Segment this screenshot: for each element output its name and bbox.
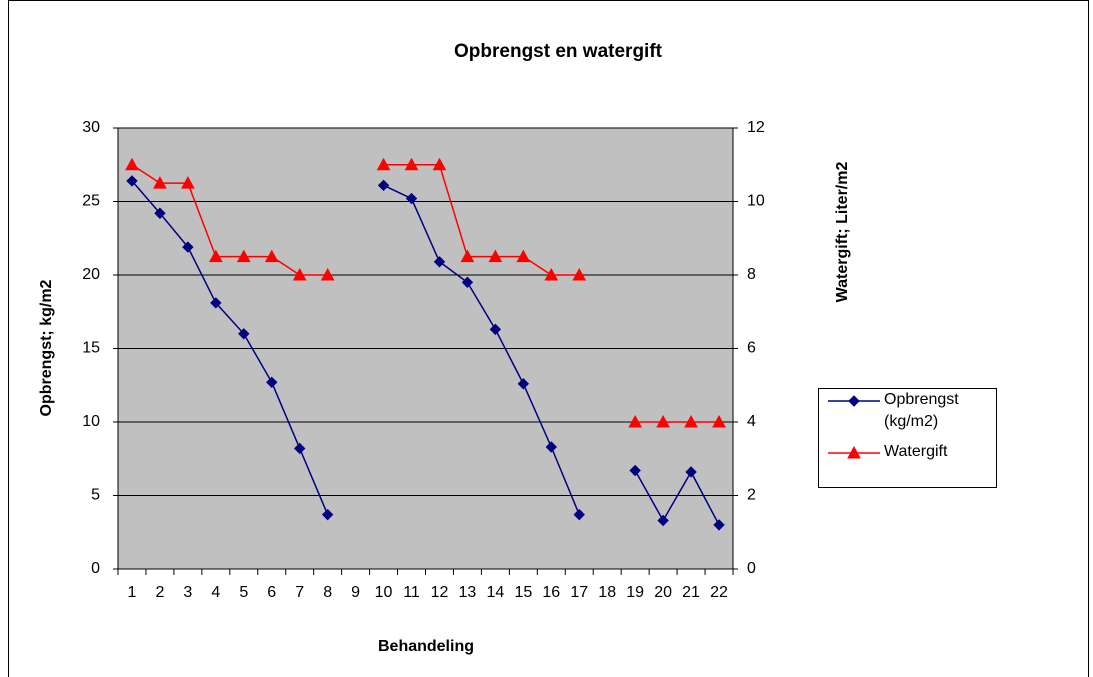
data-point (712, 414, 726, 428)
y2-tick-label: 4 (747, 413, 756, 430)
data-point (210, 297, 222, 309)
data-point (321, 508, 334, 521)
data-point (461, 276, 474, 289)
data-point (489, 323, 502, 336)
x-tick-label: 18 (598, 584, 616, 601)
y2-tick-label: 12 (747, 119, 765, 136)
x-tick-label: 12 (431, 584, 449, 601)
y-tick-label: 15 (82, 340, 100, 357)
y2-tick-label: 2 (747, 487, 756, 504)
x-tick-label: 21 (682, 584, 700, 601)
data-point (572, 267, 587, 281)
data-point (376, 157, 391, 171)
data-point (153, 176, 167, 189)
y2-tick-label: 0 (747, 560, 756, 577)
x-tick-label: 13 (459, 584, 477, 601)
data-point (405, 192, 418, 205)
data-point (713, 519, 725, 531)
y2-tick-label: 8 (747, 266, 756, 283)
data-point (545, 441, 558, 453)
data-point (404, 157, 419, 171)
data-point (460, 249, 475, 263)
legend-label: Opbrengst (kg/m2) (884, 391, 959, 430)
legend-label: Watergift (884, 443, 948, 460)
data-point (266, 376, 278, 389)
data-point (516, 249, 531, 263)
y2-tick-label: 6 (747, 340, 756, 357)
data-point (656, 414, 670, 428)
data-point (684, 414, 698, 428)
data-point (264, 249, 279, 263)
data-point (432, 157, 447, 171)
data-point (125, 157, 139, 171)
data-point (544, 267, 559, 281)
x-tick-label: 1 (128, 584, 137, 601)
x-tick-label: 8 (323, 584, 332, 601)
x-tick-label: 4 (211, 584, 220, 601)
data-point (208, 249, 223, 263)
legend-box (818, 388, 997, 488)
x-tick-label: 2 (155, 584, 164, 601)
data-point (573, 508, 585, 521)
data-point (433, 256, 446, 268)
series-line (131, 180, 720, 526)
data-point (126, 175, 138, 187)
data-point (488, 249, 503, 263)
x-tick-label: 19 (626, 584, 644, 601)
data-point (293, 442, 306, 455)
x-tick-label: 6 (267, 584, 276, 601)
y-tick-label: 0 (91, 560, 100, 577)
y-tick-label: 25 (82, 193, 100, 210)
x-tick-label: 16 (542, 584, 560, 601)
x-tick-label: 14 (486, 584, 504, 601)
data-point (517, 378, 530, 390)
data-point (238, 328, 250, 340)
y-tick-label: 10 (82, 413, 100, 430)
data-point (320, 267, 335, 281)
x-tick-label: 3 (183, 584, 192, 601)
x-tick-label: 11 (403, 584, 420, 601)
data-point (182, 241, 194, 253)
data-point (377, 179, 390, 192)
legend-marker (847, 445, 861, 459)
y2-tick-label: 10 (747, 193, 765, 210)
x-tick-label: 10 (375, 584, 393, 601)
x-tick-label: 15 (514, 584, 532, 601)
x-tick-label: 20 (654, 584, 672, 601)
y2-axis-title: Watergift; Liter/m2 (834, 162, 851, 303)
series-line (131, 164, 720, 423)
data-point (181, 176, 195, 189)
data-point (657, 514, 669, 527)
x-tick-label: 17 (570, 584, 588, 601)
x-tick-label: 22 (710, 584, 728, 601)
chart-border (8, 0, 1089, 677)
data-point (236, 249, 251, 263)
data-point (292, 267, 307, 281)
x-axis-title: Behandeling (378, 638, 474, 655)
data-point (154, 207, 166, 219)
y-tick-label: 30 (82, 119, 100, 136)
data-point (629, 464, 641, 477)
x-tick-label: 9 (351, 584, 360, 601)
x-tick-label: 7 (295, 584, 304, 601)
y-tick-label: 5 (91, 487, 100, 504)
data-point (685, 466, 697, 478)
legend-marker (848, 395, 860, 407)
y-tick-label: 20 (82, 266, 100, 283)
data-point (628, 414, 643, 428)
y-axis-title: Opbrengst; kg/m2 (38, 279, 55, 416)
x-tick-label: 5 (239, 584, 248, 601)
chart-title: Opbrengst en watergift (454, 41, 663, 62)
